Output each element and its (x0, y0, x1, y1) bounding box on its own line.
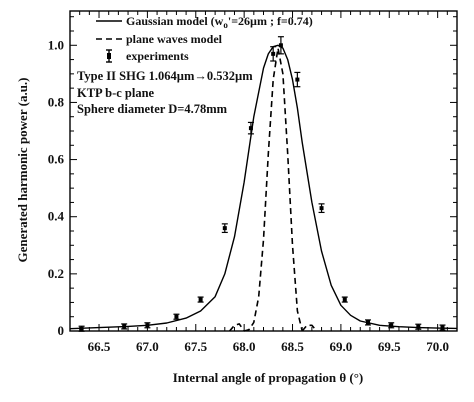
experiment-point (388, 322, 395, 329)
y-axis-label: Generated harmonic power (a.u.) (15, 78, 30, 263)
y-tick-label: 0.8 (48, 94, 65, 109)
experiment-point (277, 36, 284, 55)
experiment-point (341, 296, 348, 303)
x-tick-label: 69.0 (330, 339, 353, 354)
x-tick-label: 68.5 (281, 339, 304, 354)
x-tick-label: 66.5 (88, 339, 111, 354)
y-tick-label: 0 (58, 323, 65, 338)
experiment-point (221, 223, 228, 234)
axis-ticks (70, 11, 457, 332)
experiment-point (294, 71, 301, 88)
series-plane-waves (243, 47, 303, 332)
legend-marker-experiments (106, 49, 112, 63)
y-tick-label: 1.0 (48, 37, 64, 52)
x-tick-label: 69.5 (378, 339, 401, 354)
legend-label-experiments: experiments (126, 49, 189, 63)
legend-label-plane: plane waves model (126, 32, 223, 46)
annotation-shg: Type II SHG 1.064µm→0.532µm (77, 69, 253, 83)
annotation-block: Type II SHG 1.064µm→0.532µm KTP b-c plan… (77, 69, 253, 116)
experiment-point (247, 121, 254, 135)
y-tick-labels: 0 0.2 0.4 0.6 0.8 1.0 (48, 37, 65, 338)
experiment-point (173, 313, 180, 320)
experiment-point (439, 324, 446, 331)
experiment-point (144, 322, 151, 329)
legend-label-gaussian: Gaussian model (wo'=26µm ; f=0.74) (126, 14, 313, 30)
annotation-plane: KTP b-c plane (77, 86, 155, 100)
annotation-sphere: Sphere diameter D=4.78mm (77, 102, 228, 116)
x-tick-label: 67.0 (136, 339, 159, 354)
experiment-point (78, 325, 85, 332)
legend: Gaussian model (wo'=26µm ; f=0.74) plane… (96, 14, 313, 63)
experiment-point (270, 46, 277, 62)
x-tick-labels: 66.5 67.0 67.5 68.0 68.5 69.0 69.5 70.0 (88, 339, 449, 354)
x-axis-label: Internal angle of propagation θ (°) (173, 370, 364, 385)
x-tick-label: 68.0 (233, 339, 256, 354)
experiment-point (121, 323, 128, 330)
y-tick-label: 0.4 (48, 209, 65, 224)
experiment-point (318, 203, 325, 214)
y-tick-label: 0.6 (48, 152, 65, 167)
x-tick-label: 67.5 (184, 339, 207, 354)
experiment-point (415, 323, 422, 330)
experiment-point (364, 319, 371, 326)
experiment-point (197, 296, 204, 303)
series-plane-waves (228, 323, 245, 332)
x-tick-label: 70.0 (426, 339, 449, 354)
experiment-points (78, 36, 446, 332)
y-tick-label: 0.2 (48, 266, 64, 281)
series-plane-waves (301, 324, 318, 332)
